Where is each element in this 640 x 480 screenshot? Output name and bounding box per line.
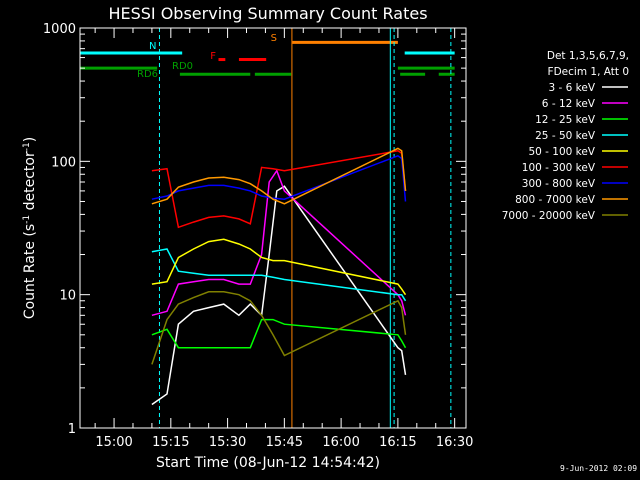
x-tick-label: 15:00 <box>95 435 132 450</box>
series-line <box>151 154 407 202</box>
y-tick-label: 1 <box>68 422 76 437</box>
legend-label: 300 - 800 keV <box>522 178 596 190</box>
x-tick-label: 15:45 <box>266 435 303 450</box>
flag-label-s: S <box>271 33 277 44</box>
series-line <box>151 150 407 229</box>
legend-header-line1: Det 1,3,5,6,7,9, <box>547 50 629 62</box>
x-tick-label: 16:00 <box>322 435 359 450</box>
series-line <box>151 169 407 317</box>
legend-label: 100 - 300 keV <box>522 162 596 174</box>
y-axis-label: Count Rate (s-1 detector-1) <box>22 137 38 319</box>
plot-frame <box>79 27 467 429</box>
flag-label-rd0: RD0 <box>172 61 193 72</box>
series-layer <box>151 147 407 406</box>
flag-label-rd6: RD6 <box>137 69 158 80</box>
legend-label: 50 - 100 keV <box>528 146 595 158</box>
x-tick-label: 15:30 <box>209 435 246 450</box>
legend-label: 25 - 50 keV <box>535 130 596 142</box>
legend: Det 1,3,5,6,7,9, FDecim 1, Att 0 3 - 6 k… <box>502 50 629 222</box>
y-tick-label: 100 <box>51 155 76 170</box>
y-axis: 1 10 100 1000 <box>43 22 466 437</box>
x-tick-label: 16:30 <box>436 435 473 450</box>
legend-label: 7000 - 20000 keV <box>502 210 596 222</box>
x-axis-label: Start Time (08-Jun-12 14:54:42) <box>156 455 380 471</box>
x-tick-label: 16:15 <box>379 435 416 450</box>
flags-layer: N F S RD0 RD6 <box>80 33 455 80</box>
x-tick-label: 15:15 <box>152 435 189 450</box>
series-line <box>151 238 407 296</box>
chart-title: HESSI Observing Summary Count Rates <box>108 4 427 23</box>
flag-label-n: N <box>149 41 156 52</box>
legend-label: 12 - 25 keV <box>535 114 596 126</box>
legend-label: 3 - 6 keV <box>548 82 595 94</box>
series-line <box>151 185 407 406</box>
vertical-markers <box>79 28 452 428</box>
series-line <box>151 147 407 205</box>
series-line <box>151 318 407 349</box>
y-tick-label: 10 <box>59 289 76 304</box>
legend-label: 800 - 7000 keV <box>515 194 596 206</box>
y-tick-label: 1000 <box>43 22 76 37</box>
flag-label-f: F <box>210 51 216 62</box>
series-line <box>151 291 407 365</box>
legend-header-line2: FDecim 1, Att 0 <box>548 66 629 78</box>
series-line <box>151 248 407 302</box>
timestamp: 9-Jun-2012 02:09 <box>560 464 638 473</box>
x-axis: 15:00 15:15 15:30 15:45 16:00 16:15 16:30 <box>94 28 473 450</box>
legend-label: 6 - 12 keV <box>542 98 596 110</box>
